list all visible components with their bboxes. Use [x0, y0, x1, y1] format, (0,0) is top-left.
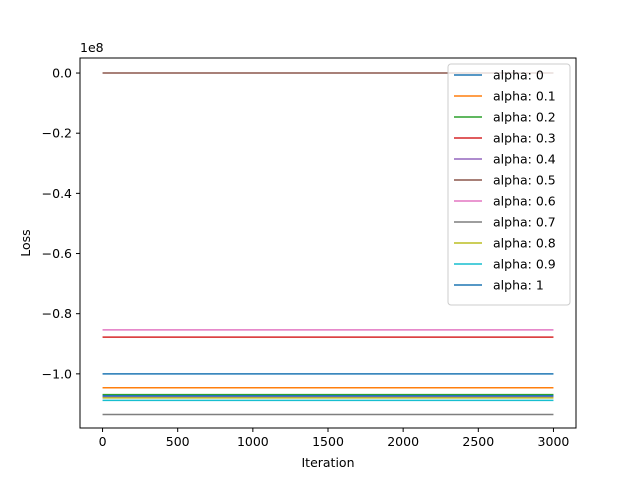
y-axis: 0.0 −0.2 −0.4 −0.6 −0.8 −1.0 — [42, 66, 80, 381]
y-tick-label: −0.2 — [42, 126, 72, 141]
legend-box — [447, 63, 571, 306]
y-tick-label: −0.4 — [42, 186, 72, 201]
x-tick-label: 3000 — [538, 434, 570, 449]
x-axis: 0 500 1000 1500 2000 2500 3000 — [99, 428, 570, 449]
x-tick-label: 2000 — [387, 434, 419, 449]
legend: alpha: 0 alpha: 0.1 alpha: 0.2 alpha: 0.3 al… — [447, 63, 571, 306]
x-tick-label: 0 — [99, 434, 107, 449]
x-tick-label: 1000 — [237, 434, 269, 449]
x-tick-label: 1500 — [312, 434, 344, 449]
legend-label-2: alpha: 0.2 — [493, 110, 556, 125]
x-tick-label: 2500 — [462, 434, 494, 449]
legend-label-1: alpha: 0.1 — [493, 89, 556, 104]
series-layer — [102, 72, 554, 416]
y-offset-text: 1e8 — [80, 40, 104, 55]
legend-label-6: alpha: 0.6 — [493, 194, 556, 209]
legend-label-3: alpha: 0.3 — [493, 131, 556, 146]
legend-label-10: alpha: 1 — [493, 278, 544, 293]
y-axis-label: Loss — [18, 229, 33, 256]
legend-label-0: alpha: 0 — [493, 68, 544, 83]
legend-label-5: alpha: 0.5 — [493, 173, 556, 188]
x-axis-label: Iteration — [301, 455, 354, 470]
legend-label-9: alpha: 0.9 — [493, 257, 556, 272]
y-tick-label: −0.8 — [42, 306, 72, 321]
legend-label-8: alpha: 0.8 — [493, 236, 556, 251]
y-tick-label: 0.0 — [52, 66, 72, 81]
legend-label-7: alpha: 0.7 — [493, 215, 556, 230]
y-tick-label: −1.0 — [42, 366, 72, 381]
legend-label-4: alpha: 0.4 — [493, 152, 556, 167]
y-tick-label: −0.6 — [42, 246, 72, 261]
x-tick-label: 500 — [166, 434, 190, 449]
